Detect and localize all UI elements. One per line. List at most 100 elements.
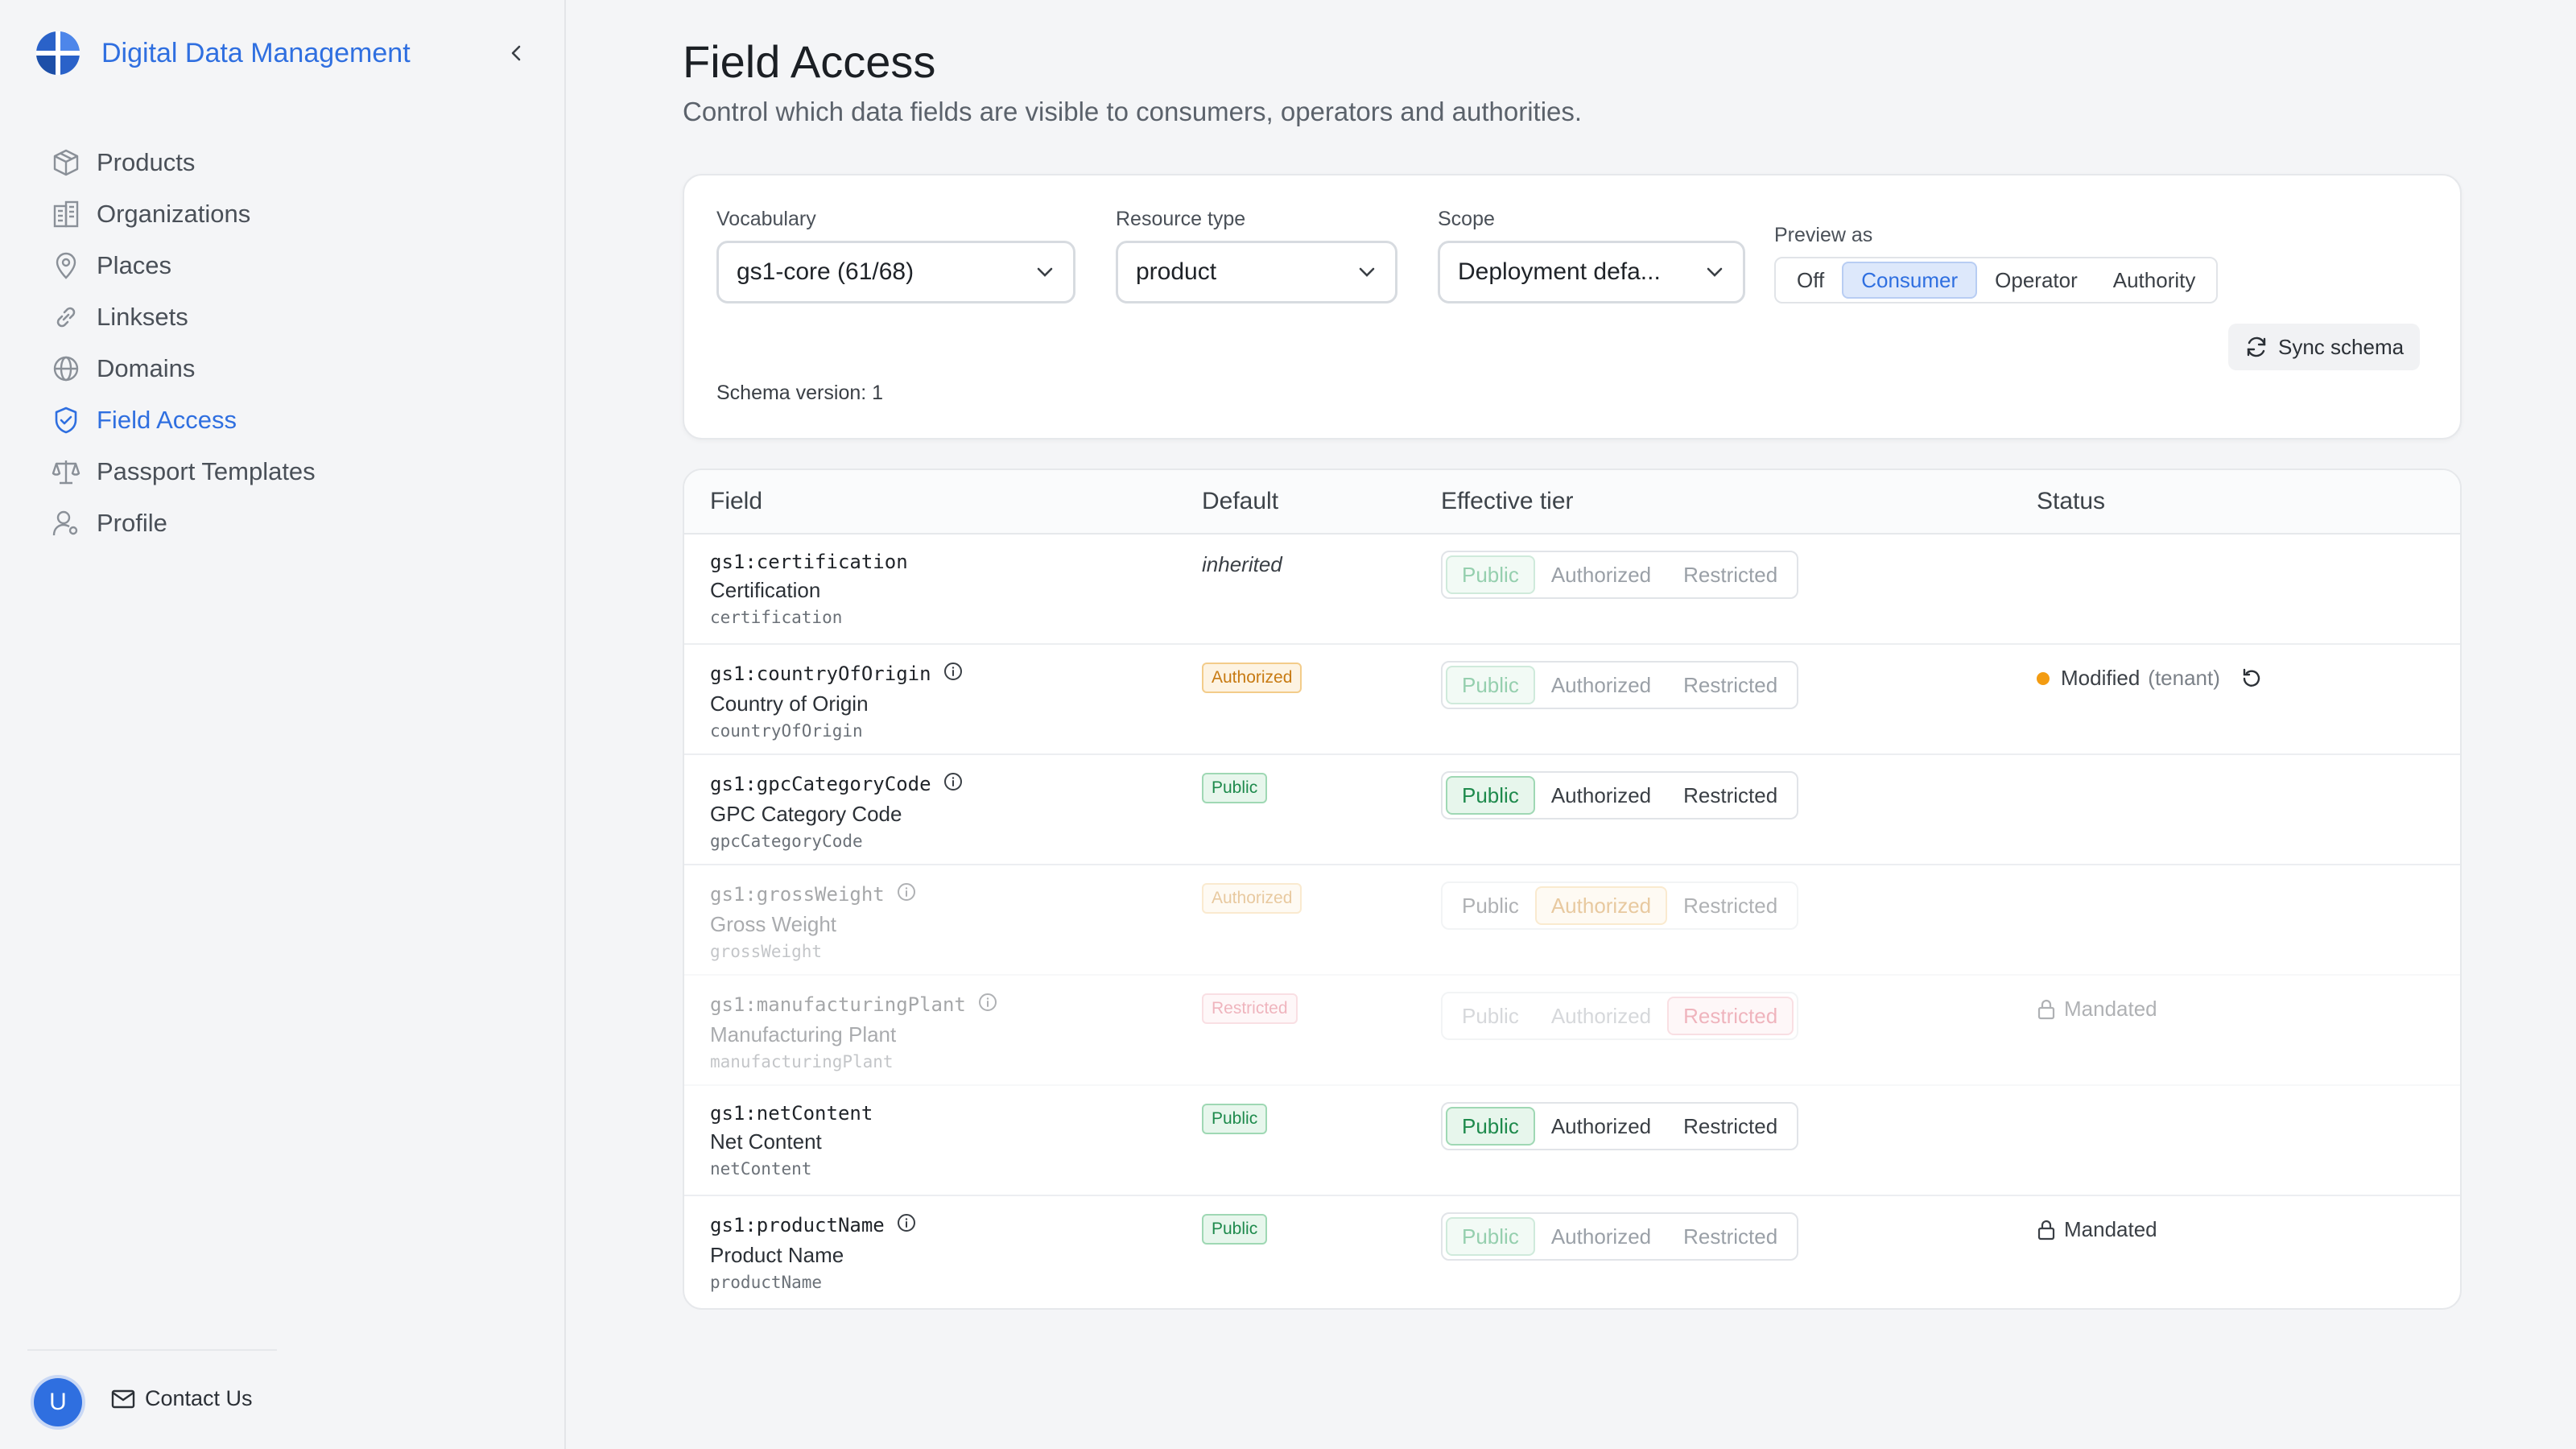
info-icon[interactable] — [896, 1212, 917, 1238]
table-row: gs1:countryOfOrigin Country of Origin coun… — [684, 645, 2460, 755]
field-label: Gross Weight — [710, 912, 837, 936]
reset-icon[interactable] — [2240, 667, 2264, 691]
vocabulary-filter: Vocabulary gs1-core (61/68) — [716, 208, 1075, 303]
tier-option-authorized[interactable]: Authorized — [1550, 782, 1652, 807]
info-icon[interactable] — [977, 992, 998, 1018]
tier-option-public: Public — [1446, 666, 1535, 704]
sidebar: Digital Data Management Products Organiz… — [0, 0, 566, 1449]
avatar[interactable]: U — [34, 1378, 82, 1426]
filter-panel: Vocabulary gs1-core (61/68) Resource typ… — [683, 174, 2462, 440]
resource-type-label: Resource type — [1116, 208, 1246, 230]
user-gear-icon — [50, 507, 82, 539]
box-icon — [50, 147, 82, 179]
preview-as-toggle: Off Consumer Operator Authority — [1774, 257, 2219, 303]
vocabulary-label: Vocabulary — [716, 208, 816, 230]
default-tier-badge: Public — [1202, 1214, 1268, 1245]
field-id-text: gs1:productName — [710, 1214, 885, 1236]
preview-as-label: Preview as — [1774, 224, 1873, 246]
table-row: gs1:certification Certification certificat… — [684, 535, 2460, 645]
sidebar-item-domains[interactable]: Domains — [50, 343, 316, 394]
resource-type-select[interactable]: product — [1116, 241, 1397, 303]
collapse-sidebar-button[interactable] — [499, 35, 535, 71]
info-icon[interactable] — [896, 881, 917, 907]
tier-option-restricted[interactable]: Restricted — [1683, 782, 1778, 807]
globe-icon — [50, 353, 82, 385]
field-key: certification — [710, 608, 843, 627]
field-access-table: Field Default Effective tier Status gs1:… — [683, 469, 2462, 1310]
field-key: grossWeight — [710, 942, 823, 961]
field-label: GPC Category Code — [710, 802, 902, 826]
tier-option-restricted: Restricted — [1683, 672, 1778, 697]
field-label: Manufacturing Plant — [710, 1022, 897, 1046]
page-title: Field Access — [683, 36, 936, 87]
preview-option-off[interactable]: Off — [1797, 267, 1825, 292]
schema-version: Schema version: 1 — [716, 382, 884, 404]
tier-option-public[interactable]: Public — [1462, 893, 1519, 918]
vocabulary-value: gs1-core (61/68) — [737, 258, 914, 285]
sidebar-item-label: Organizations — [97, 200, 251, 228]
preview-option-operator[interactable]: Operator — [1995, 267, 2078, 292]
shield-check-icon — [50, 404, 82, 436]
field-cell: gs1:manufacturingPlant Manufacturing Plan… — [710, 992, 998, 1071]
table-body: gs1:certification Certification certificat… — [684, 535, 2460, 1307]
field-id: gs1:productName — [710, 1212, 917, 1238]
column-header-default: Default — [1202, 488, 1279, 514]
info-icon[interactable] — [943, 661, 964, 687]
chevron-down-icon — [1707, 267, 1723, 277]
preview-option-authority[interactable]: Authority — [2112, 267, 2196, 292]
sync-schema-label: Sync schema — [2278, 334, 2405, 359]
field-key: gpcCategoryCode — [710, 832, 863, 851]
column-header-field: Field — [710, 488, 763, 514]
resource-type-value: product — [1136, 258, 1217, 285]
effective-tier-cell: Public Authorized Restricted — [1441, 771, 1799, 819]
tier-option-public[interactable]: Public — [1446, 1107, 1535, 1146]
field-label: Product Name — [710, 1243, 844, 1267]
tier-selector: Public Authorized Restricted — [1441, 992, 1799, 1040]
default-cell: Public — [1202, 1104, 1268, 1134]
effective-tier-cell: Public Authorized Restricted — [1441, 661, 1799, 709]
sync-schema-button[interactable]: Sync schema — [2228, 324, 2421, 370]
sidebar-item-organizations[interactable]: Organizations — [50, 188, 316, 240]
tier-selector: Public Authorized Restricted — [1441, 881, 1799, 930]
sidebar-divider — [27, 1349, 277, 1351]
brand[interactable]: Digital Data Management — [35, 31, 411, 76]
preview-option-consumer[interactable]: Consumer — [1842, 262, 1978, 299]
main-content: Field Access Control which data fields a… — [566, 0, 2576, 1449]
sidebar-item-products[interactable]: Products — [50, 137, 316, 188]
tier-selector: Public Authorized Restricted — [1441, 551, 1799, 599]
sidebar-item-label: Linksets — [97, 303, 188, 331]
status-cell: Modified (tenant) — [2037, 666, 2264, 691]
field-id-text: gs1:manufacturingPlant — [710, 993, 966, 1016]
sidebar-item-places[interactable]: Places — [50, 240, 316, 291]
field-cell: gs1:netContent Net Content netContent — [710, 1102, 873, 1179]
tier-option-restricted[interactable]: Restricted — [1683, 893, 1778, 918]
vocabulary-select[interactable]: gs1-core (61/68) — [716, 241, 1075, 303]
tier-option-authorized[interactable]: Authorized — [1534, 886, 1668, 925]
tier-option-public[interactable]: Public — [1446, 776, 1535, 815]
status-text: Mandated — [2064, 1217, 2157, 1241]
column-header-status: Status — [2037, 488, 2106, 514]
tier-option-restricted[interactable]: Restricted — [1683, 1113, 1778, 1138]
sidebar-item-linksets[interactable]: Linksets — [50, 291, 316, 343]
tier-selector: Public Authorized Restricted — [1441, 1102, 1799, 1150]
building-icon — [50, 198, 82, 230]
field-label: Certification — [710, 578, 821, 602]
sidebar-item-label: Field Access — [97, 406, 237, 434]
table-header: Field Default Effective tier Status — [684, 470, 2460, 535]
tier-option-authorized[interactable]: Authorized — [1550, 1113, 1652, 1138]
tier-option-public: Public — [1446, 1217, 1535, 1256]
tier-option-public: Public — [1462, 1003, 1519, 1028]
sidebar-item-passport-templates[interactable]: Passport Templates — [50, 446, 316, 497]
status-cell: Mandated — [2037, 997, 2157, 1022]
default-tier-badge: Public — [1202, 773, 1268, 803]
effective-tier-cell: Public Authorized Restricted — [1441, 1212, 1799, 1261]
sidebar-item-field-access[interactable]: Field Access — [50, 394, 316, 446]
tier-selector: Public Authorized Restricted — [1441, 771, 1799, 819]
scope-select[interactable]: Deployment defa... — [1438, 241, 1745, 303]
sidebar-item-profile[interactable]: Profile — [50, 497, 316, 549]
field-id: gs1:manufacturingPlant — [710, 992, 998, 1018]
contact-us-link[interactable]: Contact Us — [111, 1386, 253, 1411]
table-row: gs1:manufacturingPlant Manufacturing Plan… — [684, 976, 2460, 1086]
info-icon[interactable] — [943, 771, 964, 797]
status-text: Mandated — [2064, 997, 2157, 1021]
